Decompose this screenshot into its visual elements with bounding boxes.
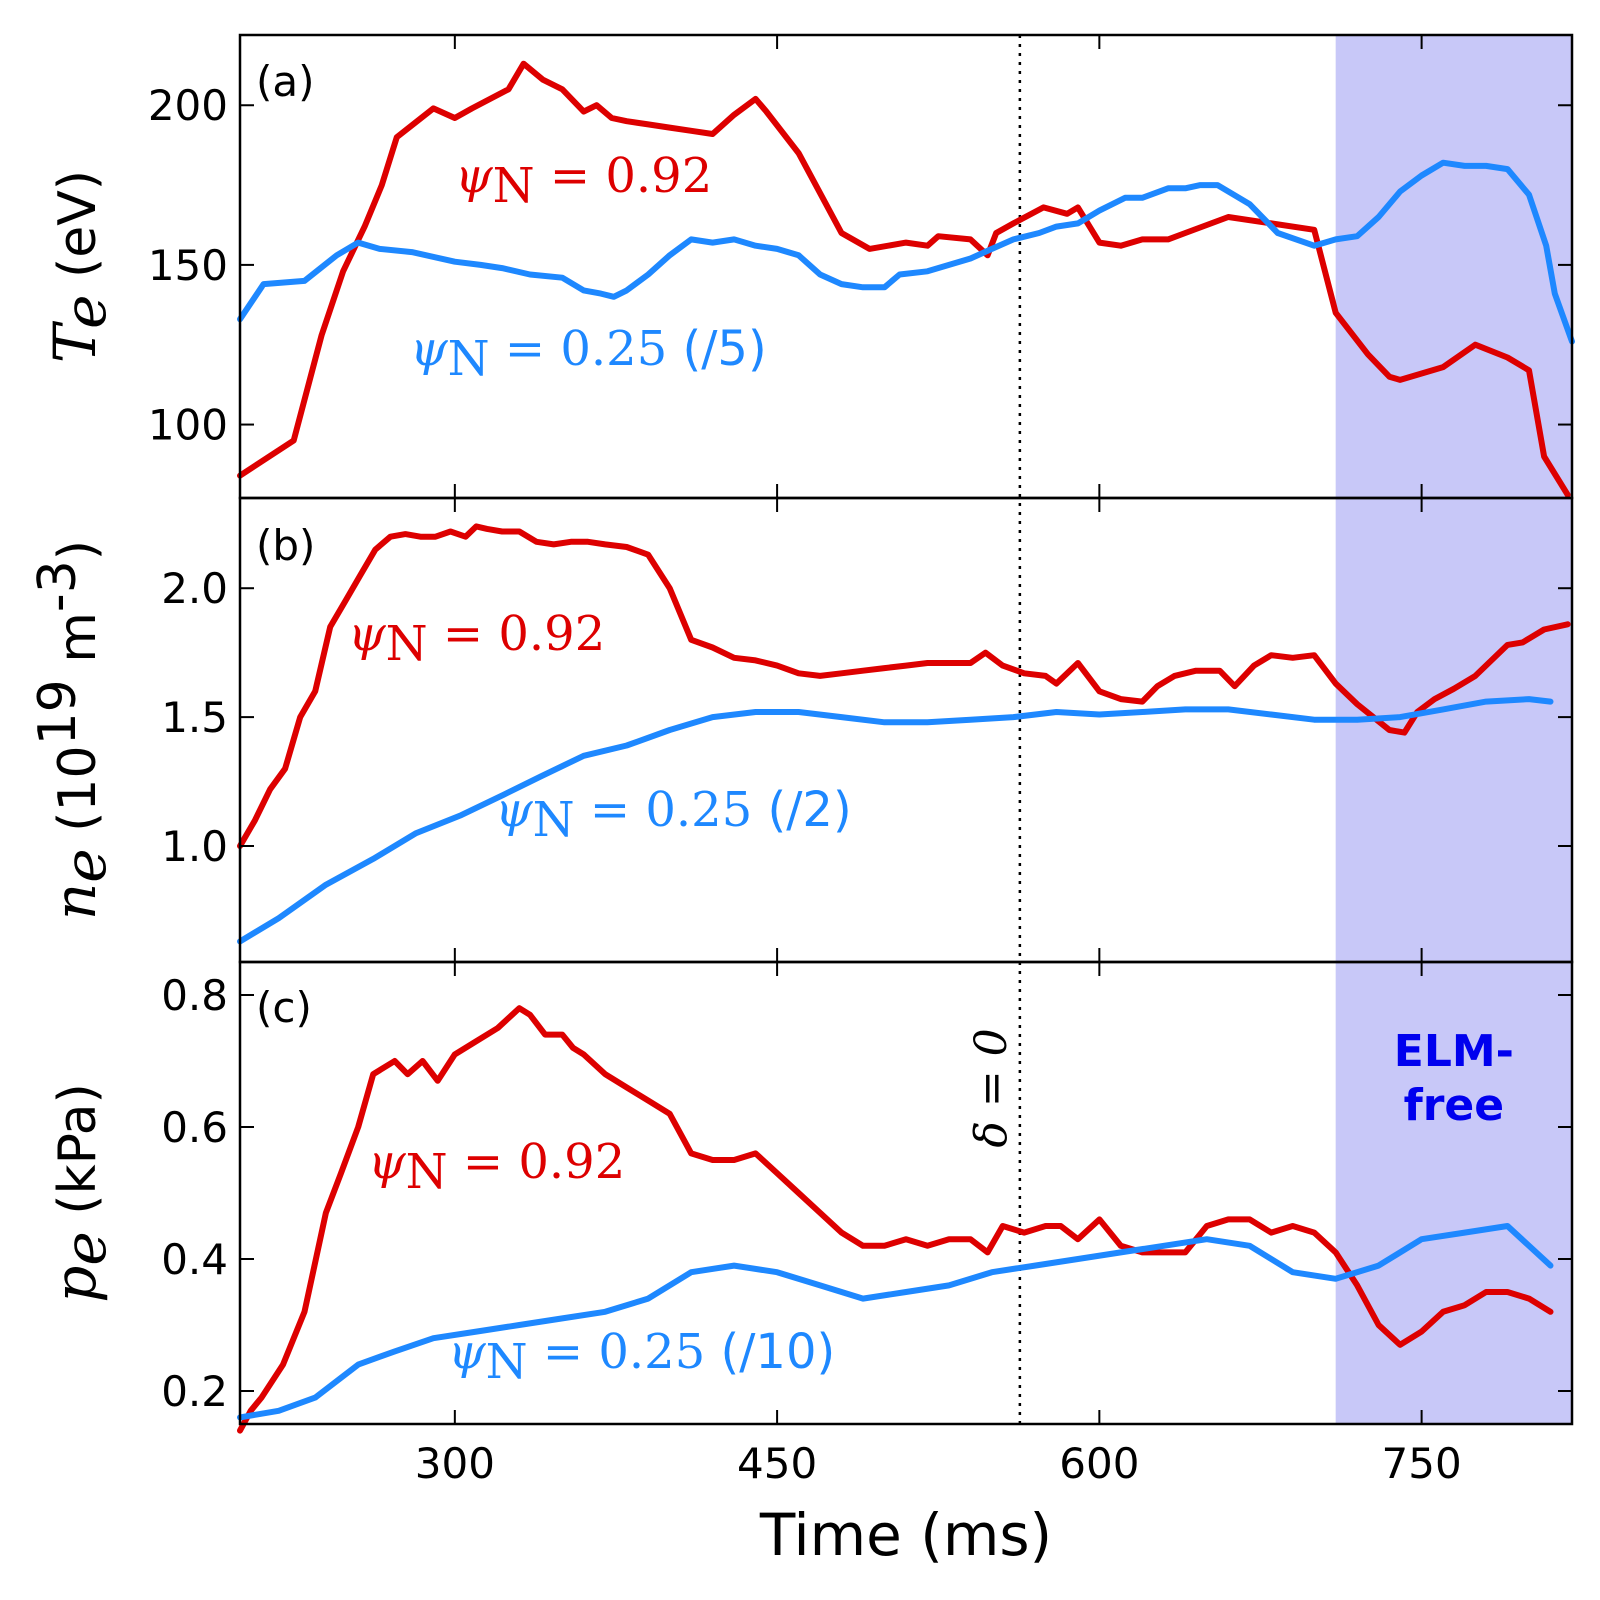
elm-free-label-line1: ELM- [1394, 1026, 1514, 1077]
y-axis-label-b: ne (1019 m-3) [28, 540, 119, 920]
annotation-c-psi092: ψN = 0.92 [368, 1134, 625, 1200]
delta-zero-label: δ = 0 [966, 1028, 1017, 1147]
y-tick-label-c: 0.6 [161, 1103, 228, 1152]
panel-label-b: (b) [256, 521, 315, 570]
annotation-b-psi025: ψN = 0.25 (/2) [495, 782, 852, 848]
annotation-c-psi025: ψN = 0.25 (/10) [448, 1324, 835, 1390]
y-tick-label-a: 200 [148, 81, 228, 130]
annotation-a-psi092: ψN = 0.92 [455, 148, 712, 214]
y-tick-label-b: 1.5 [161, 693, 228, 742]
y-tick-label-a: 100 [148, 401, 228, 450]
x-axis-title: Time (ms) [759, 1501, 1052, 1569]
x-tick-label: 300 [415, 1439, 495, 1488]
annotation-b-psi092: ψN = 0.92 [348, 606, 605, 672]
y-tick-label-b: 1.0 [161, 822, 228, 871]
series-line-c-psi092 [237, 1005, 1554, 1434]
y-tick-label-a: 150 [148, 241, 228, 290]
y-axis-label-a: Te (eV) [41, 170, 119, 363]
series-line-a-psi025 [237, 159, 1575, 345]
series-line-c-psi025 [237, 1223, 1554, 1421]
y-tick-label-c: 0.8 [161, 971, 228, 1020]
y-tick-label-c: 0.4 [161, 1235, 228, 1284]
series-line-b-psi025 [237, 696, 1554, 945]
y-axis-label-c: pe (kPa) [41, 1083, 119, 1303]
x-tick-label: 750 [1382, 1439, 1462, 1488]
elm-free-label-line2: free [1404, 1080, 1505, 1131]
annotation-a-psi025: ψN = 0.25 (/5) [410, 321, 767, 387]
y-tick-label-b: 2.0 [161, 564, 228, 613]
panel-frame-c [238, 960, 1574, 1426]
panel-label-a: (a) [256, 57, 315, 106]
series-line-b-psi092 [237, 523, 1571, 849]
elm-free-shading [1335, 35, 1572, 1424]
x-tick-label: 450 [737, 1439, 817, 1488]
panel-label-c: (c) [256, 983, 312, 1032]
y-tick-label-c: 0.2 [161, 1367, 228, 1416]
series-line-a-psi092 [237, 60, 1571, 498]
x-tick-label: 600 [1059, 1439, 1139, 1488]
